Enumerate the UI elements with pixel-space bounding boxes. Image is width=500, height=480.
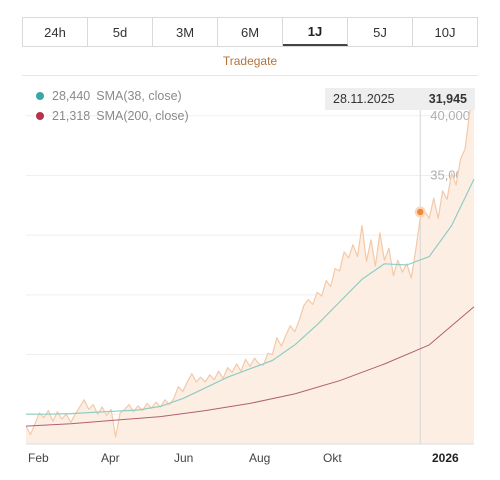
x-tick-label: Feb — [28, 451, 49, 465]
sma200-value: 21,318 — [52, 109, 91, 123]
crosshair-tooltip: 28.11.2025 31,945 — [325, 88, 475, 110]
tab-10j[interactable]: 10J — [434, 24, 456, 40]
sma38-label: SMA(38, close) — [96, 89, 182, 103]
x-tick-label: Jun — [174, 451, 194, 465]
sma38-line — [26, 178, 475, 415]
y-tick-label: 40,000 — [430, 108, 470, 123]
price-area — [26, 89, 474, 444]
divider — [22, 75, 478, 76]
sma200-label: SMA(200, close) — [96, 109, 189, 123]
tab-5d[interactable]: 5d — [88, 18, 153, 46]
sma200-line — [25, 306, 475, 427]
x-tick-label: 2026 — [432, 451, 459, 465]
legend-sma38: 28,440 SMA(38, close) — [36, 86, 189, 106]
timeframe-tabs: 24h 5d 3M 6M 1J 5J 10J — [22, 17, 478, 47]
x-tick-label: Aug — [249, 451, 271, 465]
exchange-label[interactable]: Tradegate — [222, 54, 278, 68]
sma200-dot-icon — [36, 112, 44, 120]
legend-sma200: 21,318 SMA(200, close) — [36, 106, 189, 126]
x-tick-label: Apr — [101, 451, 120, 465]
sma38-dot-icon — [36, 92, 44, 100]
x-tick-label: Okt — [323, 451, 342, 465]
tooltip-date: 28.11.2025 — [333, 92, 395, 106]
indicator-legend: 28,440 SMA(38, close) 21,318 SMA(200, cl… — [36, 86, 189, 126]
tooltip-value: 31,945 — [428, 92, 467, 106]
tab-6m[interactable]: 6M — [218, 18, 283, 46]
highlight-marker — [417, 208, 424, 216]
sma38-value: 28,440 — [52, 89, 91, 103]
tab-1j[interactable]: 1J — [283, 18, 348, 46]
tab-5j[interactable]: 5J — [348, 18, 413, 46]
tab-24h[interactable]: 24h — [23, 18, 88, 46]
tab-3m[interactable]: 3M — [153, 18, 218, 46]
